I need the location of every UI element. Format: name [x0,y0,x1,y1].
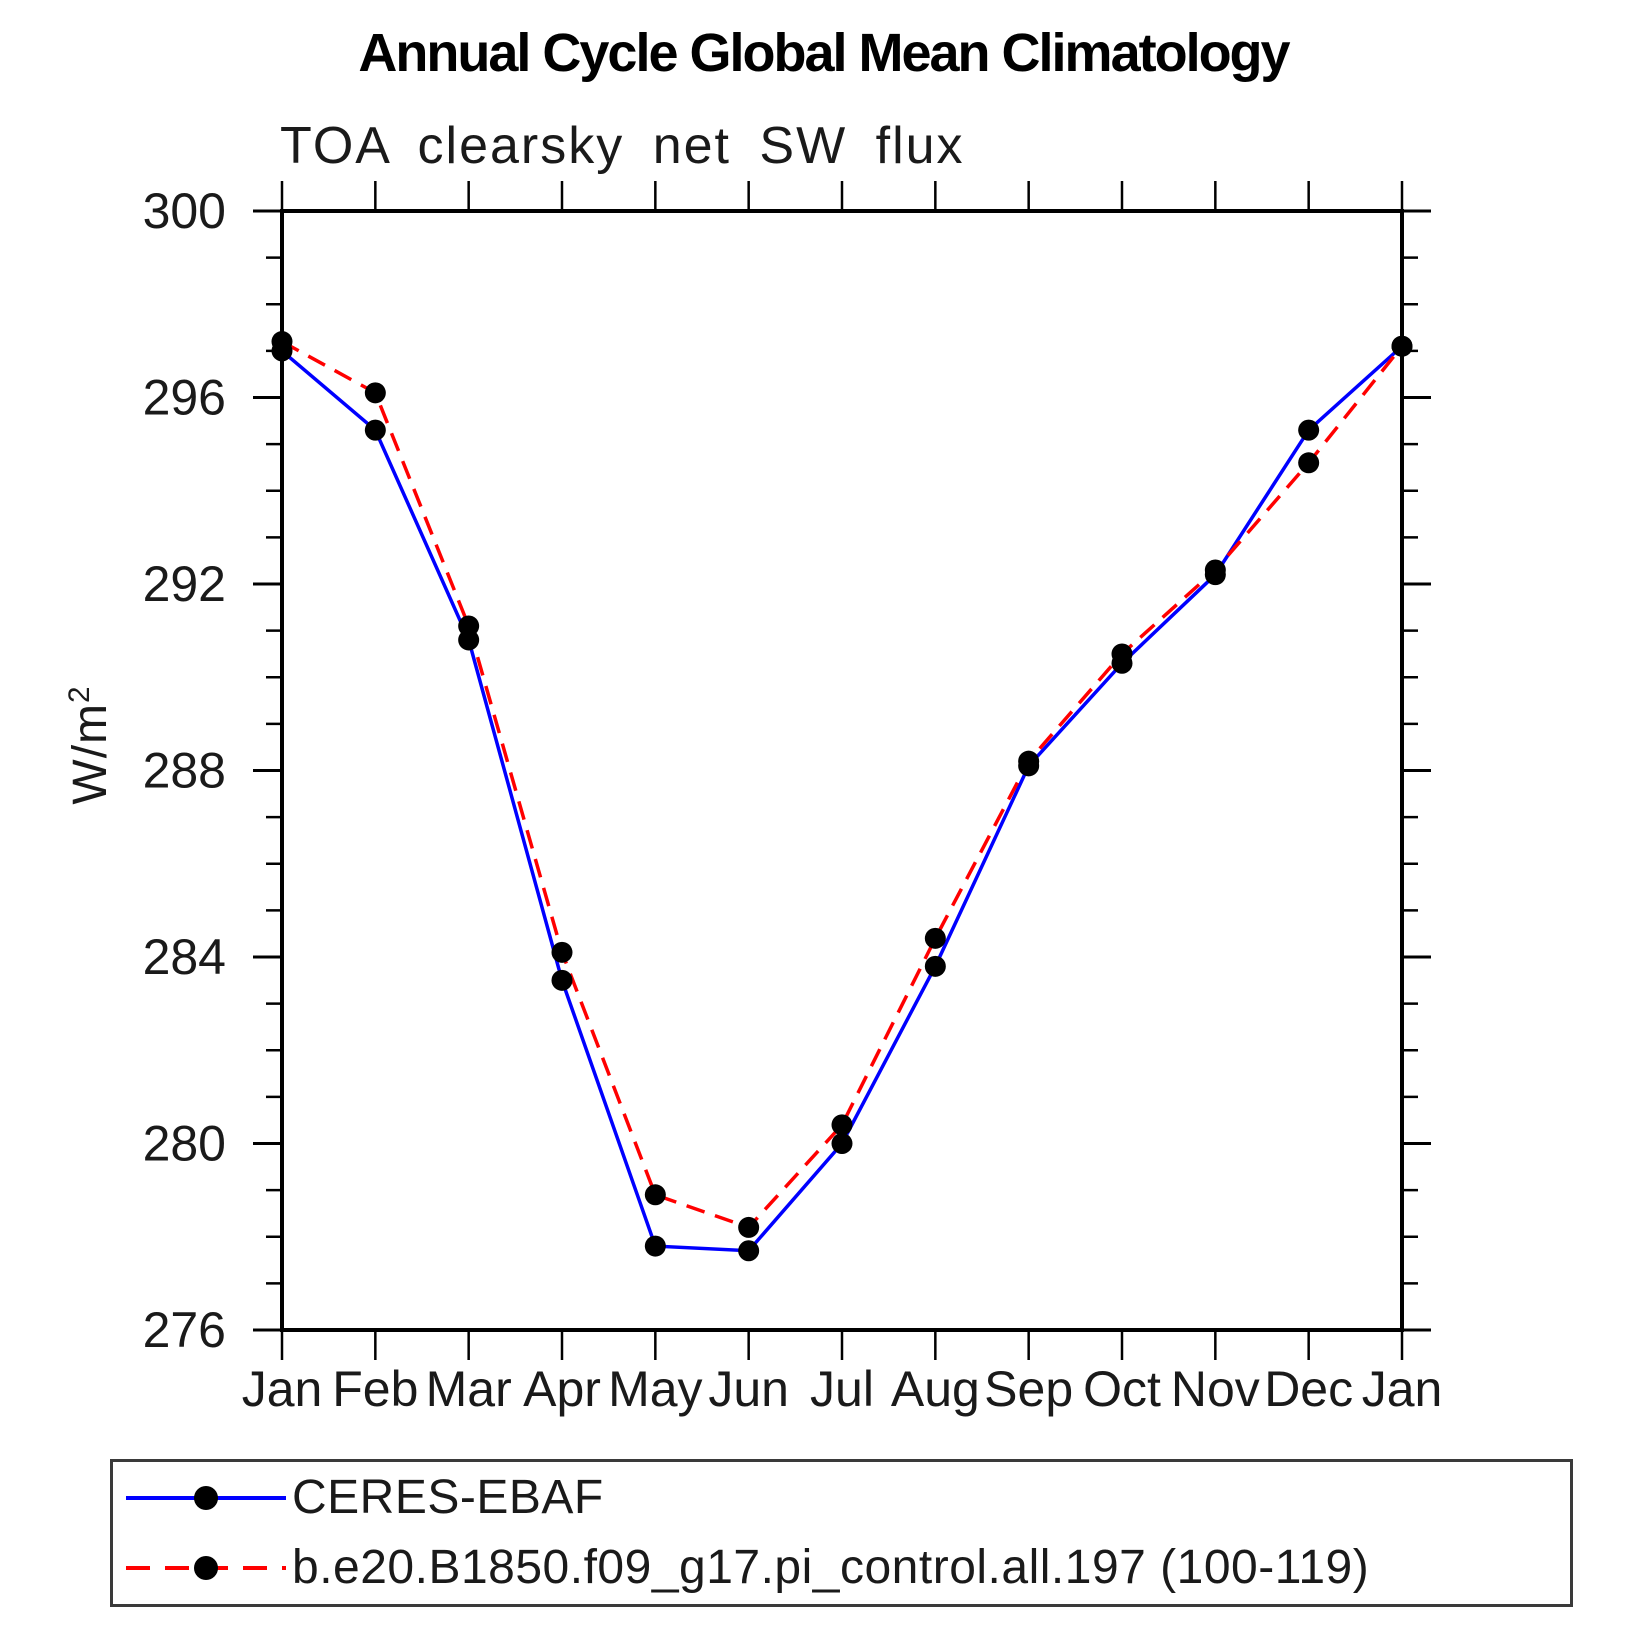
data-point-marker [364,382,386,404]
data-point-marker [1111,643,1133,665]
data-point-marker [924,955,946,977]
y-tick-label: 280 [143,1116,226,1172]
data-point-marker [1204,559,1226,581]
x-tick-label: Aug [891,1361,980,1417]
data-point-marker [831,1133,853,1154]
data-point-marker [458,615,480,637]
x-tick-label: Mar [426,1361,512,1417]
legend-line-sample-solid [126,1485,286,1510]
y-tick-label: 276 [143,1302,226,1358]
plot-frame [280,209,1404,1332]
chart-subtitle: TOA clearsky net SW flux [280,117,965,175]
chart-title: Annual Cycle Global Mean Climatology [358,23,1290,83]
y-tick-label: 288 [143,743,226,799]
y-tick-label: 296 [143,370,226,426]
data-point-marker [738,1216,760,1238]
x-tick-label: Feb [332,1361,418,1417]
y-tick-label: 292 [143,556,226,612]
data-point-marker [924,927,946,949]
legend: CERES-EBAF b.e20.B1850.f09_g17.pi_contro… [110,1459,1573,1607]
x-tick-label: Nov [1171,1361,1260,1417]
legend-marker-dot-icon [194,1485,218,1510]
y-tick-label: 284 [143,929,226,985]
x-tick-label: Dec [1264,1361,1353,1417]
data-point-marker [551,969,573,991]
x-tick-label: Oct [1083,1361,1161,1417]
x-tick-label: Jan [242,1361,323,1417]
legend-label-ceres-ebaf: CERES-EBAF [292,1470,604,1524]
x-tick-label: Jan [1362,1361,1443,1417]
data-point-marker [644,1184,666,1206]
legend-line-sample-dashed [126,1556,286,1581]
legend-entry-model: b.e20.B1850.f09_g17.pi_control.all.197 (… [113,1533,1570,1603]
x-tick-label: Jul [810,1361,874,1417]
data-point-marker [271,331,293,353]
legend-entry-ceres-ebaf: CERES-EBAF [113,1463,1570,1533]
data-point-marker [738,1240,760,1262]
data-point-marker [1298,419,1320,441]
legend-label-model: b.e20.B1850.f09_g17.pi_control.all.197 (… [292,1541,1370,1595]
data-point-marker [831,1114,853,1136]
x-tick-label: Sep [984,1361,1073,1417]
series-line-model [281,340,1404,1230]
x-tick-label: Apr [523,1361,601,1417]
data-point-marker [551,941,573,963]
data-point-marker [364,419,386,441]
x-tick-label: May [608,1361,702,1417]
data-point-marker [644,1235,666,1257]
y-tick-label: 300 [143,183,226,239]
data-point-marker [1018,750,1040,772]
legend-marker-dot-icon [194,1556,218,1581]
x-tick-label: Jun [708,1361,789,1417]
data-point-marker [1298,452,1320,474]
data-point-marker [1391,335,1413,357]
